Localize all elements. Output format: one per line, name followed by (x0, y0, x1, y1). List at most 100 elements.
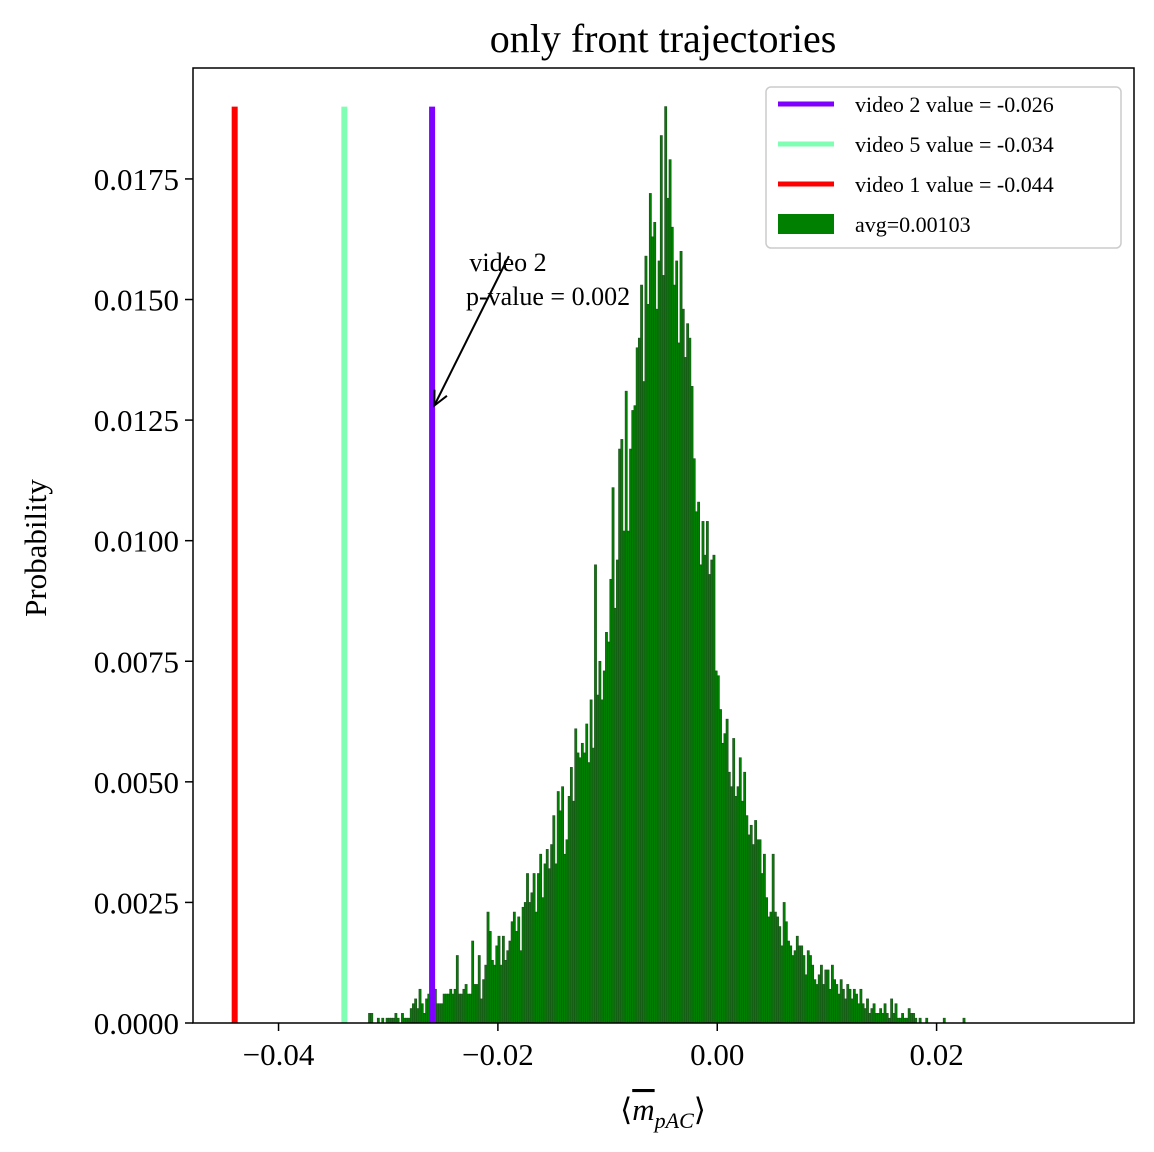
histogram-bar (600, 699, 604, 1023)
histogram-bar (440, 1003, 444, 1023)
y-tick-label: 0.0025 (94, 885, 179, 920)
histogram-bar (580, 742, 584, 1023)
histogram-bar (668, 159, 672, 1023)
histogram-bar (563, 853, 567, 1023)
histogram-bar (506, 950, 510, 1023)
histogram-bar (530, 892, 534, 1023)
histogram-bar (756, 839, 760, 1023)
histogram-bar (497, 935, 501, 1023)
histogram-bar (837, 993, 841, 1023)
histogram-bar (488, 931, 492, 1023)
histogram-bar (394, 1013, 398, 1023)
histogram-bar (543, 863, 547, 1023)
histogram-bar (848, 988, 852, 1023)
histogram-bar (550, 844, 554, 1023)
histogram-bar (852, 988, 856, 1023)
histogram-bar (420, 1003, 424, 1023)
histogram-bar (866, 998, 869, 1023)
histogram-bar (501, 935, 505, 1023)
histogram-bar (798, 945, 801, 1023)
histogram-bar (537, 873, 540, 1023)
y-tick-label: 0.0100 (94, 524, 179, 559)
histogram-bar (460, 993, 464, 1023)
histogram-bar (855, 993, 858, 1023)
histogram-bar (605, 632, 608, 1023)
histogram-bar (725, 718, 729, 1023)
histogram-bar (793, 950, 797, 1023)
histogram-bar (681, 308, 685, 1023)
histogram-bar (662, 275, 665, 1023)
histogram-bar (585, 723, 589, 1023)
histogram-bar (640, 284, 643, 1023)
histogram-bar (589, 699, 593, 1023)
histogram-bar (859, 988, 863, 1023)
histogram-bar (510, 921, 514, 1023)
histogram-bar (877, 1013, 880, 1023)
histogram-bar (635, 347, 639, 1023)
histogram-bar (721, 742, 725, 1023)
chart-title: only front trajectories (490, 16, 837, 61)
histogram-bar (776, 916, 779, 1023)
histogram-bar (773, 911, 777, 1023)
histogram-bar (438, 1003, 442, 1023)
histogram-bar (822, 984, 826, 1023)
histogram-bars (368, 106, 966, 1023)
histogram-bar (618, 448, 622, 1023)
histogram-bar (752, 844, 755, 1023)
histogram-bar (642, 381, 646, 1023)
histogram-bar (648, 193, 652, 1023)
histogram-bar (469, 993, 472, 1023)
y-tick-label: 0.0000 (94, 1006, 179, 1041)
histogram-bar (679, 250, 683, 1023)
x-tick-label: −0.02 (462, 1037, 534, 1072)
histogram-bar (730, 786, 733, 1023)
histogram-bar (664, 106, 668, 1023)
histogram-bar (802, 955, 806, 1023)
histogram-bar (567, 796, 571, 1023)
histogram-bar (504, 959, 507, 1023)
histogram-bar (607, 641, 611, 1023)
histogram-bar (554, 863, 558, 1023)
histogram-bar (532, 873, 536, 1023)
histogram-bar (523, 902, 527, 1023)
y-tick-label: 0.0125 (94, 403, 179, 438)
x-tick-label: 0.02 (909, 1037, 963, 1072)
histogram-bar (727, 771, 731, 1023)
legend-label: video 1 value = -0.044 (855, 172, 1054, 197)
histogram-bar (541, 897, 545, 1023)
annotation: video 2 p-value = 0.002 (433, 248, 630, 408)
histogram-bar (473, 984, 477, 1023)
histogram-bar (561, 786, 564, 1023)
histogram-bar (455, 955, 459, 1023)
legend-label: video 5 value = -0.034 (855, 132, 1054, 157)
histogram-bar (442, 993, 446, 1023)
histogram-bar (368, 1013, 371, 1023)
legend-label: avg=0.00103 (855, 212, 971, 237)
histogram-bar (587, 762, 591, 1023)
histogram-bar (591, 747, 595, 1023)
histogram-bar (629, 448, 632, 1023)
histogram-bar (831, 964, 834, 1023)
histogram-bar (491, 959, 494, 1023)
histogram-bar (526, 873, 529, 1023)
histogram-bar (453, 988, 457, 1023)
histogram-bar (763, 853, 766, 1023)
histogram-bar (519, 950, 523, 1023)
histogram-bar (596, 694, 600, 1023)
histogram-bar (613, 607, 617, 1023)
y-axis-label: Probability (18, 479, 53, 617)
histogram-bar (409, 1008, 413, 1023)
x-axis-label-symbol: m (632, 1092, 654, 1127)
histogram-bar (868, 1013, 872, 1023)
histogram-bar (734, 796, 738, 1023)
histogram-bar (883, 1003, 887, 1023)
histogram-bar (701, 521, 705, 1023)
histogram-bar (885, 1013, 889, 1023)
x-tick-label: −0.04 (243, 1037, 315, 1072)
histogram-bar (534, 911, 538, 1023)
histogram-bar (710, 559, 714, 1023)
histogram-bar (686, 323, 690, 1023)
histogram-bar (690, 386, 694, 1023)
y-tick-label: 0.0050 (94, 765, 179, 800)
